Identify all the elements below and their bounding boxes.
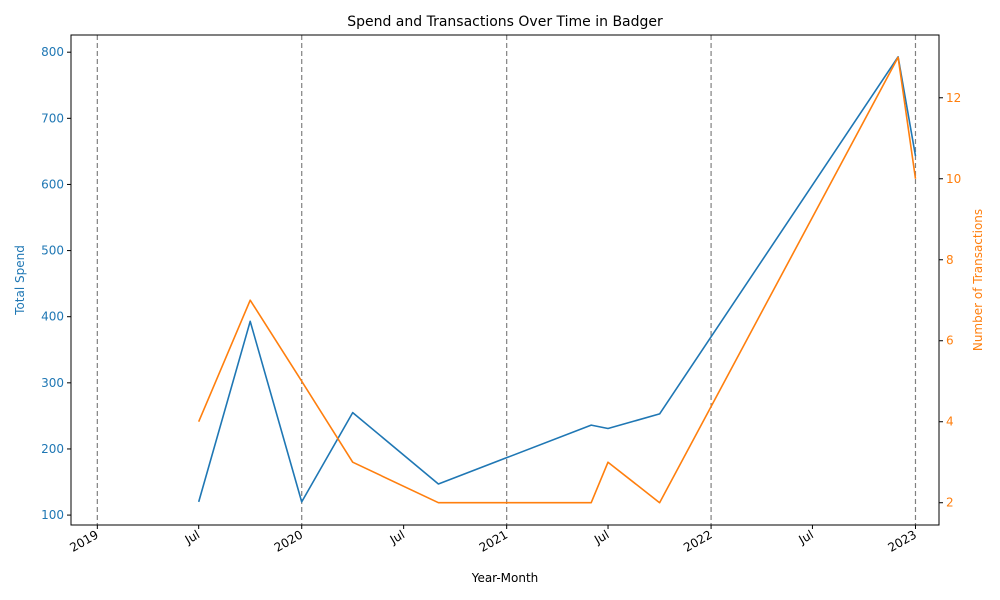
chart-title: Spend and Transactions Over Time in Badg… — [347, 14, 663, 30]
left-tick-label: 300 — [41, 376, 64, 390]
right-tick-label: 8 — [946, 253, 954, 267]
left-tick-label: 700 — [41, 111, 64, 125]
x-tick-label: Jul — [591, 527, 611, 547]
x-tick-label: 2022 — [681, 527, 714, 554]
x-tick-label: Jul — [796, 527, 816, 547]
x-tick-label: 2023 — [886, 527, 919, 554]
left-tick-label: 500 — [41, 244, 64, 258]
left-axis-label: Total Spend — [13, 245, 27, 316]
right-tick-label: 10 — [946, 172, 961, 186]
x-tick-label: Jul — [182, 527, 202, 547]
x-axis-label: Year-Month — [471, 571, 539, 585]
left-tick-label: 100 — [41, 508, 64, 522]
right-axis-label: Number of Transactions — [971, 209, 985, 351]
left-tick-label: 400 — [41, 310, 64, 324]
left-tick-label: 200 — [41, 442, 64, 456]
left-tick-label: 600 — [41, 177, 64, 191]
plot-frame — [70, 34, 940, 526]
right-tick-label: 2 — [946, 496, 954, 510]
right-tick-label: 12 — [946, 91, 961, 105]
x-tick-label: 2020 — [272, 527, 305, 554]
left-tick-label: 800 — [41, 45, 64, 59]
right-tick-label: 6 — [946, 334, 954, 348]
right-tick-label: 4 — [946, 415, 954, 429]
transactions-line — [197, 56, 917, 504]
x-tick-label: 2019 — [67, 527, 100, 554]
x-tick-label: Jul — [387, 527, 407, 547]
x-tick-label: 2021 — [477, 527, 510, 554]
total-spend-line — [197, 55, 917, 503]
